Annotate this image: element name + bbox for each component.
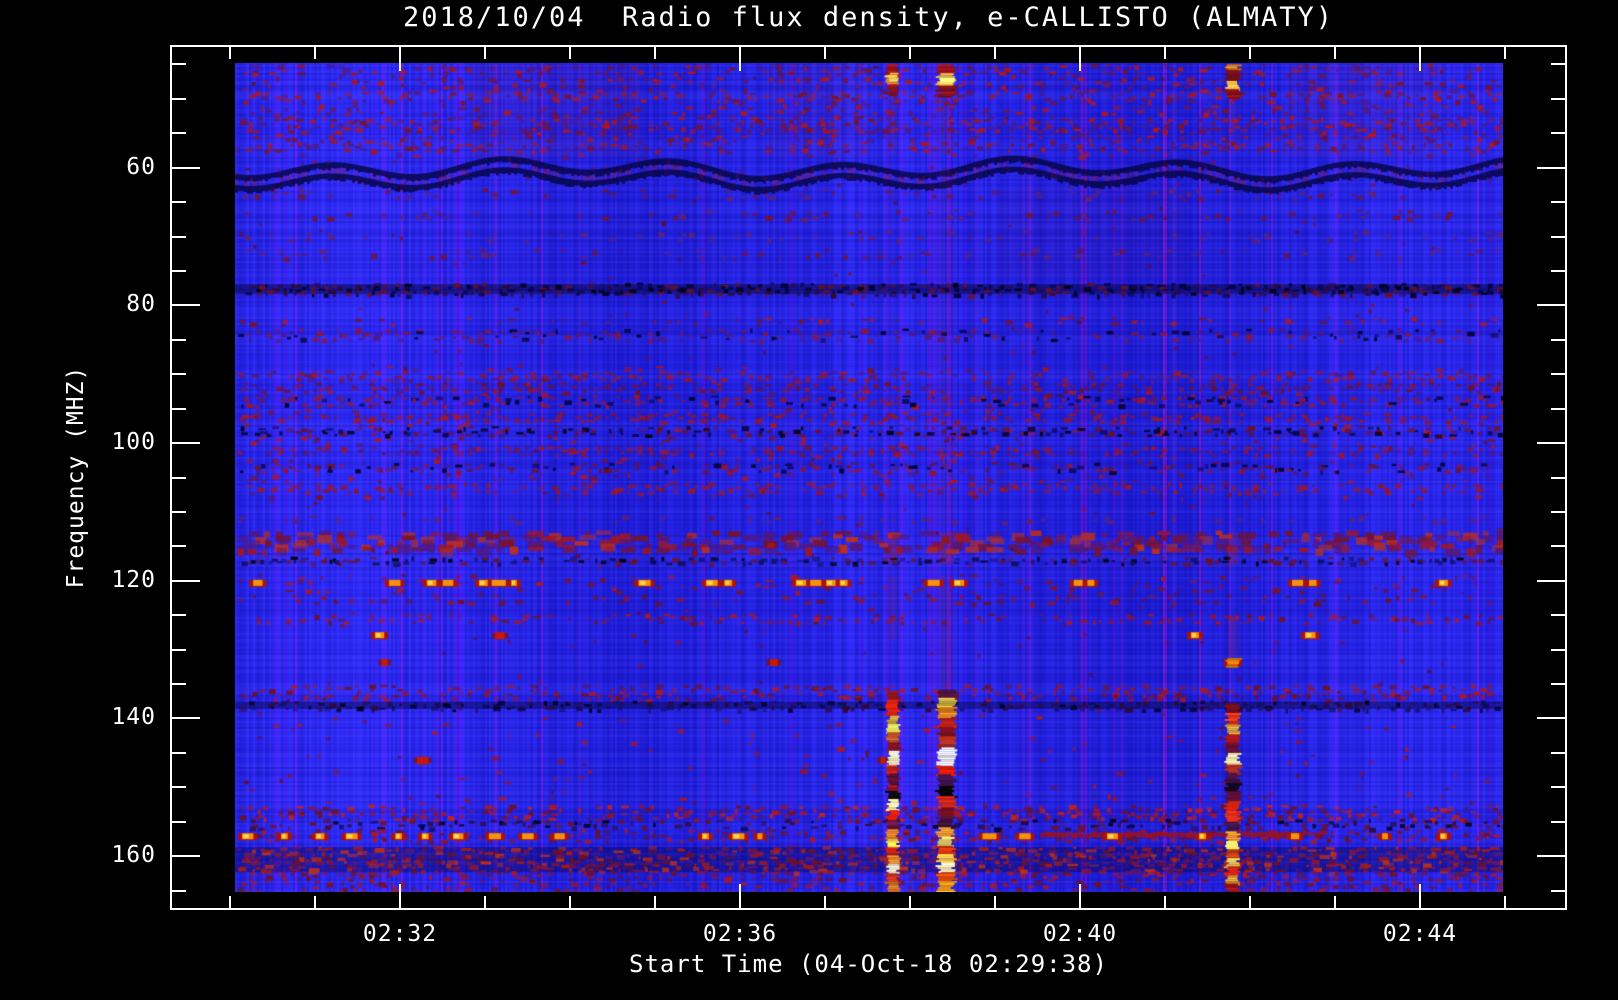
x-tick-label: 02:40 (1042, 921, 1118, 947)
x-minor-tick (1249, 896, 1251, 908)
y-minor-tick-right (1551, 201, 1565, 203)
y-minor-tick (172, 270, 186, 272)
y-minor-tick (172, 614, 186, 616)
y-minor-tick (172, 890, 186, 892)
spectrogram-canvas (235, 63, 1503, 892)
y-minor-tick-right (1551, 98, 1565, 100)
y-minor-tick (172, 545, 186, 547)
x-major-tick-top (739, 47, 741, 71)
y-minor-tick-right (1551, 683, 1565, 685)
x-major-tick (1079, 884, 1081, 908)
y-tick-label: 160 (111, 842, 156, 868)
y-major-tick (172, 304, 200, 306)
y-minor-tick-right (1551, 408, 1565, 410)
x-major-tick (1419, 884, 1421, 908)
y-major-tick (172, 580, 200, 582)
y-minor-tick-right (1551, 373, 1565, 375)
chart-title: 2018/10/04 Radio flux density, e-CALLIST… (402, 2, 1335, 33)
x-tick-label: 02:44 (1382, 921, 1458, 947)
y-minor-tick-right (1551, 477, 1565, 479)
y-minor-tick (172, 477, 186, 479)
y-tick-label: 140 (111, 704, 156, 730)
x-minor-tick-top (1249, 47, 1251, 59)
y-major-tick-right (1537, 304, 1565, 306)
y-minor-tick (172, 683, 186, 685)
x-minor-tick (1334, 896, 1336, 908)
y-major-tick (172, 167, 200, 169)
y-minor-tick-right (1551, 752, 1565, 754)
y-minor-tick (172, 649, 186, 651)
y-minor-tick (172, 511, 186, 513)
y-major-tick-right (1537, 442, 1565, 444)
y-tick-label: 120 (111, 567, 156, 593)
y-minor-tick (172, 132, 186, 134)
y-major-tick (172, 855, 200, 857)
y-minor-tick (172, 201, 186, 203)
y-minor-tick (172, 786, 186, 788)
y-minor-tick-right (1551, 236, 1565, 238)
x-minor-tick (229, 896, 231, 908)
y-tick-label: 100 (111, 429, 156, 455)
x-minor-tick (484, 896, 486, 908)
x-minor-tick-top (1164, 47, 1166, 59)
x-axis-label: Start Time (04-Oct-18 02:29:38) (629, 950, 1108, 978)
x-major-tick-top (1079, 47, 1081, 71)
y-minor-tick-right (1551, 545, 1565, 547)
y-minor-tick (172, 821, 186, 823)
y-major-tick-right (1537, 580, 1565, 582)
y-major-tick-right (1537, 167, 1565, 169)
x-minor-tick (824, 896, 826, 908)
x-minor-tick-top (1504, 47, 1506, 59)
x-major-tick-top (399, 47, 401, 71)
x-minor-tick (1504, 896, 1506, 908)
y-minor-tick-right (1551, 511, 1565, 513)
y-minor-tick-right (1551, 132, 1565, 134)
y-minor-tick-right (1551, 339, 1565, 341)
y-axis-label: Frequency (MHZ) (63, 365, 89, 589)
x-minor-tick-top (229, 47, 231, 59)
y-minor-tick (172, 339, 186, 341)
y-minor-tick-right (1551, 821, 1565, 823)
x-tick-label: 02:32 (362, 921, 438, 947)
x-tick-label: 02:36 (702, 921, 778, 947)
y-minor-tick-right (1551, 890, 1565, 892)
plot-frame (170, 45, 1567, 910)
y-major-tick-right (1537, 855, 1565, 857)
x-minor-tick (909, 896, 911, 908)
x-minor-tick-top (314, 47, 316, 59)
x-minor-tick (1164, 896, 1166, 908)
y-minor-tick-right (1551, 786, 1565, 788)
y-major-tick (172, 442, 200, 444)
x-minor-tick-top (994, 47, 996, 59)
y-minor-tick (172, 236, 186, 238)
x-minor-tick-top (824, 47, 826, 59)
y-minor-tick-right (1551, 649, 1565, 651)
x-minor-tick (994, 896, 996, 908)
x-minor-tick-top (1334, 47, 1336, 59)
x-minor-tick-top (909, 47, 911, 59)
x-minor-tick (314, 896, 316, 908)
x-minor-tick-top (484, 47, 486, 59)
y-minor-tick (172, 98, 186, 100)
y-minor-tick (172, 408, 186, 410)
x-minor-tick-top (569, 47, 571, 59)
y-major-tick-right (1537, 717, 1565, 719)
y-tick-label: 80 (126, 291, 156, 317)
y-minor-tick (172, 373, 186, 375)
x-minor-tick (569, 896, 571, 908)
x-minor-tick (654, 896, 656, 908)
y-tick-label: 60 (126, 154, 156, 180)
y-minor-tick (172, 752, 186, 754)
x-major-tick (399, 884, 401, 908)
y-minor-tick-right (1551, 63, 1565, 65)
y-minor-tick (172, 63, 186, 65)
x-major-tick-top (1419, 47, 1421, 71)
x-major-tick (739, 884, 741, 908)
y-minor-tick-right (1551, 614, 1565, 616)
x-minor-tick-top (654, 47, 656, 59)
y-major-tick (172, 717, 200, 719)
y-minor-tick-right (1551, 270, 1565, 272)
